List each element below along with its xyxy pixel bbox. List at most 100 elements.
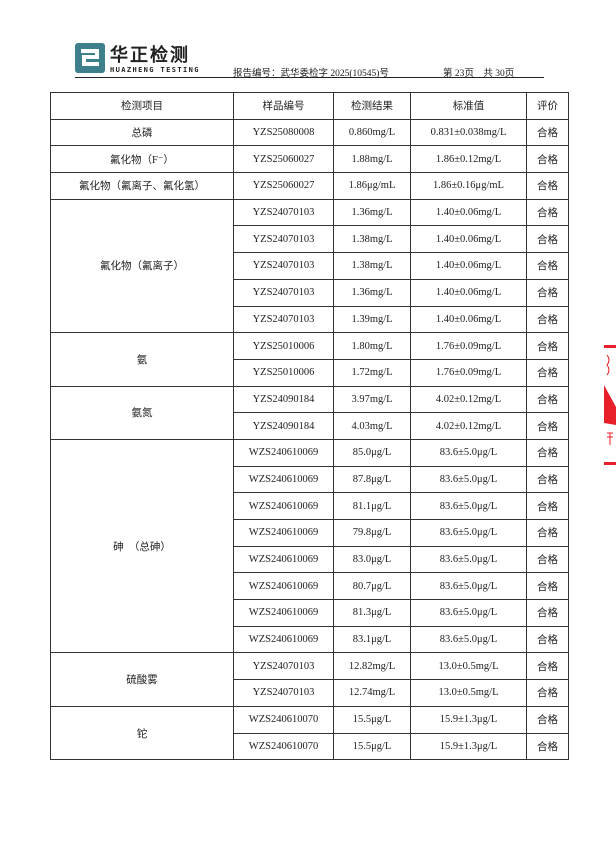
evaluation-cell: 合格 — [526, 358, 569, 387]
table-row: WZS240610069 87.8μg/L 83.6±5.0μg/L 合格 — [51, 465, 569, 494]
standard-cell: 1.86±0.16μg/mL — [410, 172, 527, 200]
results-table: 检测项目 样品编号 检测结果 标准值 评价 总磷 YZS25080008 0.860… — [50, 92, 569, 761]
sample-id-cell: YZS25010006 — [233, 358, 334, 387]
col-standard: 标准值 — [410, 92, 527, 120]
standard-cell: 15.9±1.3μg/L — [410, 732, 527, 761]
report-number: 报告编号：武华委检字 2025(10545)号 — [233, 69, 389, 79]
col-sample-id: 样品编号 — [233, 92, 334, 120]
sample-id-cell: YZS25060027 — [233, 172, 334, 200]
sample-id-cell: WZS240610070 — [233, 732, 334, 761]
test-item-cell: 硫酸雾 — [50, 652, 234, 707]
table-row: WZS240610069 83.1μg/L 83.6±5.0μg/L 合格 — [51, 625, 569, 654]
table-row: 砷 （总砷） WZS240610069 85.0μg/L 83.6±5.0μg/L 合格 — [50, 438, 569, 654]
logo-mark-icon — [75, 43, 105, 73]
standard-cell: 1.40±0.06mg/L — [410, 278, 527, 307]
sample-id-cell: YZS24090184 — [233, 412, 334, 440]
standard-cell: 15.9±1.3μg/L — [410, 705, 527, 734]
sample-id-cell: YZS24070103 — [233, 198, 334, 227]
result-cell: 1.80mg/L — [333, 332, 411, 360]
sample-id-cell: YZS24070103 — [233, 679, 334, 707]
result-cell: 81.3μg/L — [333, 599, 411, 627]
red-stamp-fragment — [604, 345, 616, 465]
sample-id-cell: WZS240610069 — [233, 625, 334, 654]
result-cell: 1.38mg/L — [333, 252, 411, 280]
sample-id-cell: WZS240610069 — [233, 599, 334, 627]
standard-cell: 83.6±5.0μg/L — [410, 465, 527, 494]
table-row: WZS240610069 83.0μg/L 83.6±5.0μg/L 合格 — [51, 545, 569, 574]
sample-id-cell: YZS24070103 — [233, 252, 334, 280]
standard-cell: 1.40±0.06mg/L — [410, 225, 527, 254]
test-item-cell: 铊 — [50, 705, 234, 761]
sample-id-cell: WZS240610069 — [233, 465, 334, 494]
standard-cell: 13.0±0.5mg/L — [410, 652, 527, 681]
result-cell: 15.5μg/L — [333, 705, 411, 734]
standard-cell: 83.6±5.0μg/L — [410, 438, 527, 467]
evaluation-cell: 合格 — [526, 545, 569, 574]
col-result: 检测结果 — [333, 92, 411, 120]
result-cell: 1.86μg/mL — [333, 172, 411, 200]
standard-cell: 4.02±0.12mg/L — [410, 412, 527, 440]
evaluation-cell: 合格 — [526, 145, 569, 174]
result-cell: 85.0μg/L — [333, 438, 411, 467]
result-cell: 1.36mg/L — [333, 198, 411, 227]
table-row: WZS240610069 81.3μg/L 83.6±5.0μg/L 合格 — [51, 599, 569, 627]
evaluation-cell: 合格 — [526, 305, 569, 334]
sample-id-cell: YZS24070103 — [233, 652, 334, 681]
table-row: 氟化物（氟离子） YZS24070103 1.36mg/L 1.40±0.06mg/L… — [50, 198, 569, 334]
evaluation-cell: 合格 — [526, 519, 569, 547]
result-cell: 1.88mg/L — [333, 145, 411, 174]
evaluation-cell: 合格 — [526, 225, 569, 254]
evaluation-cell: 合格 — [526, 198, 569, 227]
result-cell: 87.8μg/L — [333, 465, 411, 494]
evaluation-cell: 合格 — [526, 332, 569, 360]
result-cell: 1.36mg/L — [333, 278, 411, 307]
page-number: 第 23页 共 30页 — [443, 69, 515, 79]
evaluation-cell: 合格 — [526, 492, 569, 520]
evaluation-cell: 合格 — [526, 705, 569, 734]
table-row: 铊 WZS240610070 15.5μg/L 15.9±1.3μg/L 合格 — [50, 705, 569, 761]
standard-cell: 83.6±5.0μg/L — [410, 599, 527, 627]
col-item: 检测项目 — [50, 92, 234, 120]
table-row: YZS24070103 1.38mg/L 1.40±0.06mg/L 合格 — [51, 252, 569, 280]
table-row: YZS24070103 1.39mg/L 1.40±0.06mg/L 合格 — [51, 305, 569, 334]
standard-cell: 83.6±5.0μg/L — [410, 519, 527, 547]
test-item-cell: 砷 （总砷） — [50, 438, 234, 654]
result-cell: 4.03mg/L — [333, 412, 411, 440]
evaluation-cell: 合格 — [526, 652, 569, 681]
standard-cell: 83.6±5.0μg/L — [410, 492, 527, 520]
evaluation-cell: 合格 — [526, 278, 569, 307]
result-cell: 3.97mg/L — [333, 385, 411, 414]
table-row: WZS240610069 79.8μg/L 83.6±5.0μg/L 合格 — [51, 519, 569, 547]
table-row: 硫酸雾 YZS24070103 12.82mg/L 13.0±0.5mg/L 合格 — [50, 652, 569, 707]
col-evaluation: 评价 — [526, 92, 569, 120]
evaluation-cell: 合格 — [526, 438, 569, 467]
evaluation-cell: 合格 — [526, 118, 569, 147]
result-cell: 83.1μg/L — [333, 625, 411, 654]
logo-text-en: HUAZHENG TESTING — [110, 66, 200, 74]
standard-cell: 0.831±0.038mg/L — [410, 118, 527, 147]
sample-id-cell: YZS24070103 — [233, 225, 334, 254]
evaluation-cell: 合格 — [526, 572, 569, 601]
standard-cell: 1.86±0.12mg/L — [410, 145, 527, 174]
table-row: YZS24070103 12.74mg/L 13.0±0.5mg/L 合格 — [51, 679, 569, 707]
sample-id-cell: YZS25010006 — [233, 332, 334, 360]
sample-id-cell: WZS240610069 — [233, 519, 334, 547]
standard-cell: 13.0±0.5mg/L — [410, 679, 527, 707]
test-item-cell: 氟化物（氟离子） — [50, 198, 234, 334]
test-item-cell: 氨 — [50, 332, 234, 387]
test-item-cell: 氟化物（F⁻） — [50, 145, 234, 174]
result-cell: 80.7μg/L — [333, 572, 411, 601]
sample-id-cell: WZS240610069 — [233, 545, 334, 574]
header-divider — [75, 77, 544, 78]
table-row: 总磷 YZS25080008 0.860mg/L 0.831±0.038mg/L 合格 — [50, 118, 569, 147]
sample-id-cell: WZS240610069 — [233, 572, 334, 601]
table-row: 氟化物（F⁻） YZS25060027 1.88mg/L 1.86±0.12mg/L 合… — [50, 145, 569, 174]
standard-cell: 1.76±0.09mg/L — [410, 358, 527, 387]
result-cell: 81.1μg/L — [333, 492, 411, 520]
standard-cell: 83.6±5.0μg/L — [410, 625, 527, 654]
evaluation-cell: 合格 — [526, 172, 569, 200]
evaluation-cell: 合格 — [526, 412, 569, 440]
logo-text-cn: 华正检测 — [110, 45, 190, 66]
result-cell: 1.72mg/L — [333, 358, 411, 387]
test-item-cell: 氨氮 — [50, 385, 234, 440]
